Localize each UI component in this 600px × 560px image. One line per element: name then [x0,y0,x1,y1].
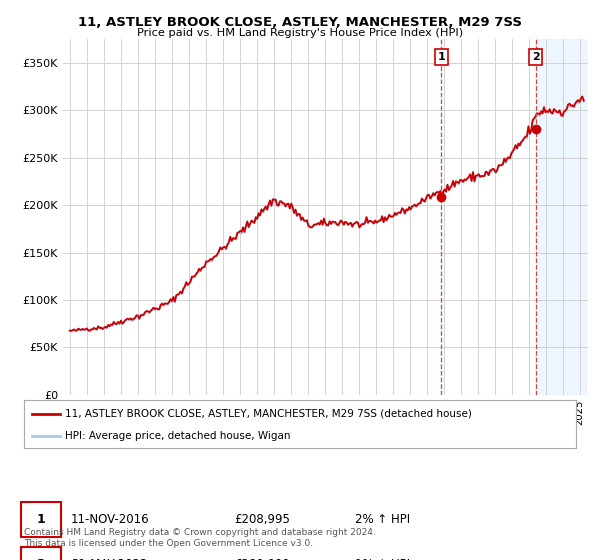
Text: 2: 2 [37,558,46,560]
Text: HPI: Average price, detached house, Wigan: HPI: Average price, detached house, Wiga… [65,431,291,441]
Text: 2% ↑ HPI: 2% ↑ HPI [355,513,410,526]
Text: 1% ↓ HPI: 1% ↓ HPI [355,558,410,560]
Text: 1: 1 [37,513,46,526]
FancyBboxPatch shape [21,547,61,560]
Text: Contains HM Land Registry data © Crown copyright and database right 2024.
This d: Contains HM Land Registry data © Crown c… [24,528,376,548]
Text: 11, ASTLEY BROOK CLOSE, ASTLEY, MANCHESTER, M29 7SS: 11, ASTLEY BROOK CLOSE, ASTLEY, MANCHEST… [78,16,522,29]
Text: Price paid vs. HM Land Registry's House Price Index (HPI): Price paid vs. HM Land Registry's House … [137,28,463,38]
Text: 1: 1 [437,52,445,62]
Bar [536,39,586,395]
Text: 31-MAY-2022: 31-MAY-2022 [71,558,148,560]
FancyBboxPatch shape [21,502,61,536]
Text: 2: 2 [532,52,539,62]
Text: £280,000: £280,000 [234,558,289,560]
Text: 11-NOV-2016: 11-NOV-2016 [71,513,149,526]
Text: 11, ASTLEY BROOK CLOSE, ASTLEY, MANCHESTER, M29 7SS (detached house): 11, ASTLEY BROOK CLOSE, ASTLEY, MANCHEST… [65,409,472,419]
Text: £208,995: £208,995 [234,513,290,526]
